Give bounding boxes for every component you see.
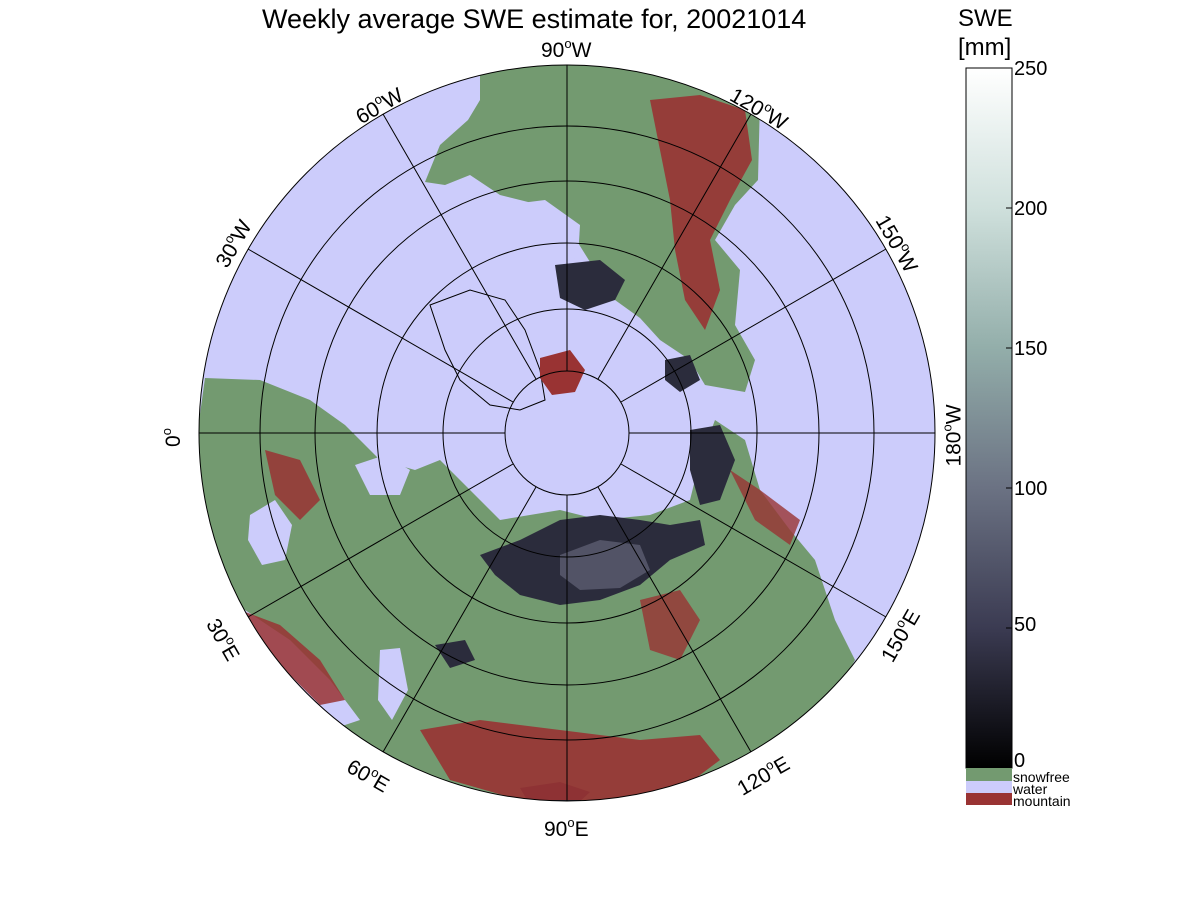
- colorbar-tick-250: 250: [1014, 58, 1048, 80]
- colorbar-tick-150: 150: [1014, 338, 1048, 360]
- colorbar-tick-50: 50: [1014, 614, 1037, 636]
- lon-label-0: 0o: [158, 428, 185, 447]
- mountain-east-asia: [640, 590, 700, 660]
- mountain-alps: [240, 610, 345, 705]
- caspian-sea: [378, 648, 408, 720]
- mountain-chukotka: [730, 470, 800, 545]
- colorbar: [965, 67, 1013, 805]
- snow-alaska: [665, 355, 700, 392]
- legend-label-snowfree: snowfree: [1013, 769, 1070, 785]
- snow-arctic-canada: [555, 260, 625, 310]
- lon-label-90e: 90oE: [544, 815, 589, 841]
- colorbar-tick-100: 100: [1014, 478, 1048, 500]
- colorbar-title-swe: SWE: [958, 5, 1013, 32]
- mountain-rockies: [650, 95, 752, 330]
- colorbar-title: SWE [mm]: [958, 4, 1013, 62]
- legend-label-mountain: mountain: [1013, 793, 1071, 809]
- meridian-lines: [199, 65, 935, 801]
- colorbar-title-unit: [mm]: [958, 34, 1012, 61]
- white-sea: [355, 455, 410, 495]
- baltic-sea: [248, 500, 292, 565]
- legend-label-water: water: [1013, 781, 1048, 797]
- mountain-scandinavia: [265, 450, 320, 520]
- colorbar-gradient: [965, 67, 1013, 769]
- mountain-central-asia: [420, 720, 720, 800]
- hudson-bay: [505, 200, 580, 262]
- mountain-greenland: [540, 350, 585, 395]
- map-title: Weekly average SWE estimate for, 2002101…: [262, 4, 807, 34]
- lon-label-90w: 90oW: [541, 36, 592, 62]
- greenland-outline: [429, 289, 546, 411]
- snow-siberia-core: [560, 540, 650, 590]
- snow-kazakh: [435, 640, 475, 668]
- legend-swatch-snowfree: [966, 768, 1012, 781]
- legend-swatch-mountain: [966, 793, 1012, 805]
- colorbar-tick-200: 200: [1014, 198, 1048, 220]
- legend-swatch-water: [966, 781, 1012, 793]
- snow-east-siberia: [690, 425, 735, 505]
- colorbar-tick-0: 0: [1014, 750, 1026, 772]
